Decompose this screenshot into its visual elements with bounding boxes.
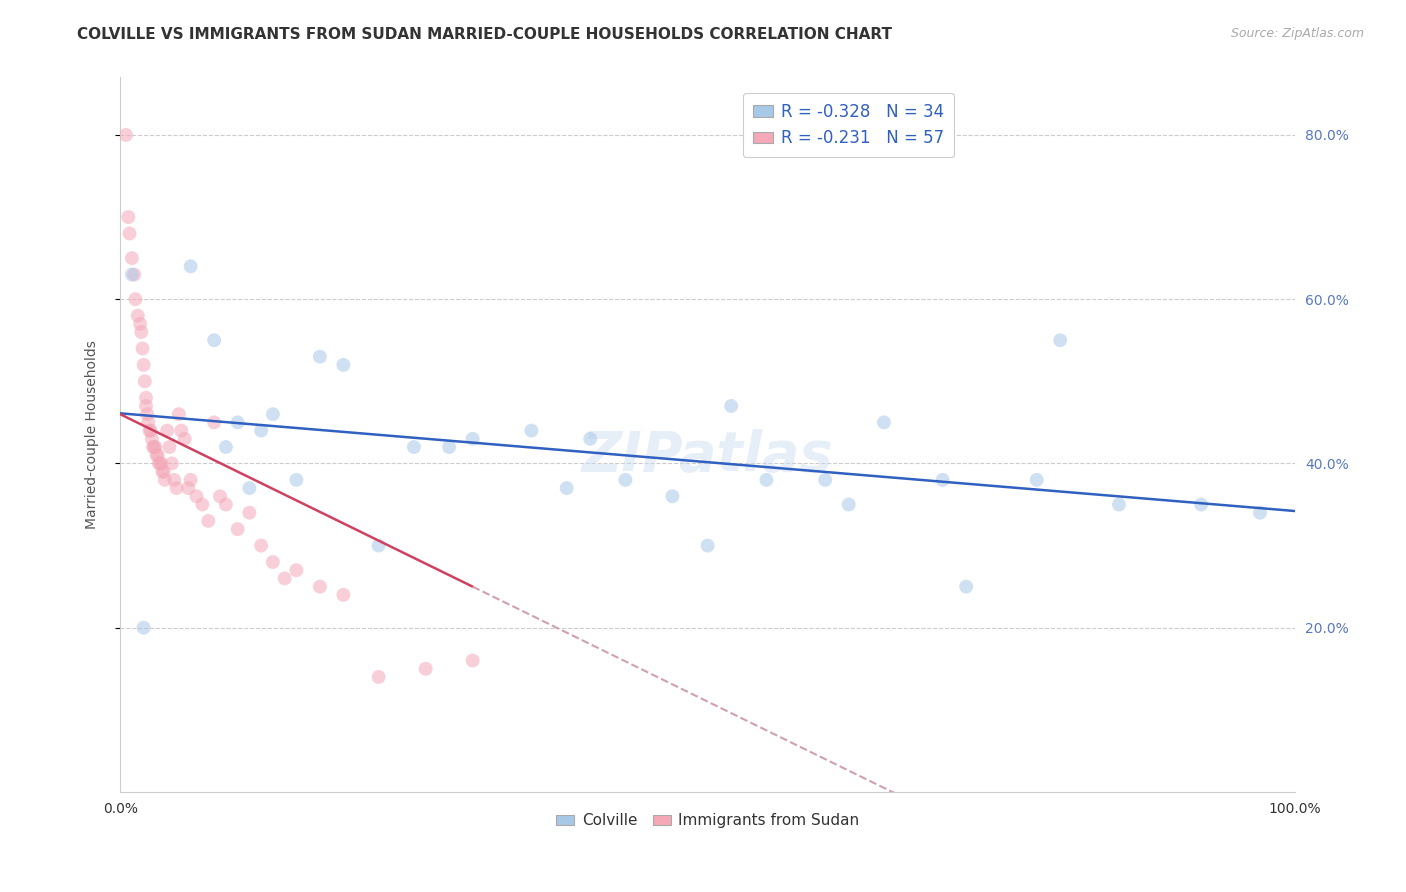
Point	[309, 350, 332, 364]
Point	[129, 325, 152, 339]
Point	[262, 555, 284, 569]
Point	[139, 424, 162, 438]
Point	[273, 571, 295, 585]
Point	[180, 260, 202, 274]
Point	[520, 424, 543, 438]
Point	[226, 416, 249, 430]
Point	[250, 424, 273, 438]
Point	[202, 333, 225, 347]
Point	[160, 457, 183, 471]
Point	[1249, 506, 1271, 520]
Point	[208, 489, 231, 503]
Point	[121, 251, 143, 265]
Point	[132, 621, 155, 635]
Point	[141, 432, 163, 446]
Point	[332, 588, 354, 602]
Point	[163, 473, 186, 487]
Point	[135, 391, 157, 405]
Point	[238, 506, 260, 520]
Point	[285, 473, 308, 487]
Point	[148, 457, 170, 471]
Point	[186, 489, 208, 503]
Text: COLVILLE VS IMMIGRANTS FROM SUDAN MARRIED-COUPLE HOUSEHOLDS CORRELATION CHART: COLVILLE VS IMMIGRANTS FROM SUDAN MARRIE…	[77, 27, 893, 42]
Point	[152, 465, 174, 479]
Point	[1049, 333, 1071, 347]
Point	[955, 580, 977, 594]
Point	[127, 309, 149, 323]
Point	[661, 489, 683, 503]
Point	[215, 440, 238, 454]
Point	[367, 670, 389, 684]
Point	[461, 432, 484, 446]
Point	[579, 432, 602, 446]
Point	[145, 448, 167, 462]
Point	[129, 317, 152, 331]
Point	[135, 399, 157, 413]
Point	[238, 481, 260, 495]
Point	[215, 498, 238, 512]
Y-axis label: Married-couple Households: Married-couple Households	[86, 340, 100, 529]
Point	[156, 424, 179, 438]
Point	[142, 440, 165, 454]
Point	[873, 416, 896, 430]
Point	[402, 440, 425, 454]
Point	[131, 342, 153, 356]
Point	[1189, 498, 1212, 512]
Point	[1025, 473, 1047, 487]
Point	[138, 424, 160, 438]
Point	[159, 440, 181, 454]
Point	[285, 563, 308, 577]
Point	[555, 481, 578, 495]
Point	[696, 539, 718, 553]
Point	[124, 292, 146, 306]
Point	[132, 358, 155, 372]
Point	[145, 440, 167, 454]
Point	[180, 473, 202, 487]
Point	[367, 539, 389, 553]
Point	[332, 358, 354, 372]
Point	[118, 227, 141, 241]
Point	[177, 481, 200, 495]
Point	[149, 457, 172, 471]
Point	[117, 210, 139, 224]
Point	[250, 539, 273, 553]
Point	[614, 473, 637, 487]
Point	[143, 440, 166, 454]
Point	[146, 448, 169, 462]
Point	[115, 128, 138, 142]
Point	[150, 457, 173, 471]
Point	[170, 424, 193, 438]
Point	[437, 440, 460, 454]
Point	[309, 580, 332, 594]
Point	[720, 399, 742, 413]
Point	[136, 407, 159, 421]
Point	[166, 481, 188, 495]
Point	[152, 465, 174, 479]
Point	[173, 432, 195, 446]
Text: ZIPatlas: ZIPatlas	[582, 429, 834, 483]
Point	[461, 654, 484, 668]
Point	[134, 374, 156, 388]
Point	[1108, 498, 1130, 512]
Point	[755, 473, 778, 487]
Point	[202, 416, 225, 430]
Point	[167, 407, 190, 421]
Legend: Colville, Immigrants from Sudan: Colville, Immigrants from Sudan	[550, 807, 866, 834]
Point	[121, 268, 143, 282]
Point	[415, 662, 437, 676]
Text: Source: ZipAtlas.com: Source: ZipAtlas.com	[1230, 27, 1364, 40]
Point	[226, 522, 249, 536]
Point	[197, 514, 219, 528]
Point	[138, 416, 160, 430]
Point	[931, 473, 953, 487]
Point	[122, 268, 145, 282]
Point	[262, 407, 284, 421]
Point	[153, 473, 176, 487]
Point	[814, 473, 837, 487]
Point	[838, 498, 860, 512]
Point	[191, 498, 214, 512]
